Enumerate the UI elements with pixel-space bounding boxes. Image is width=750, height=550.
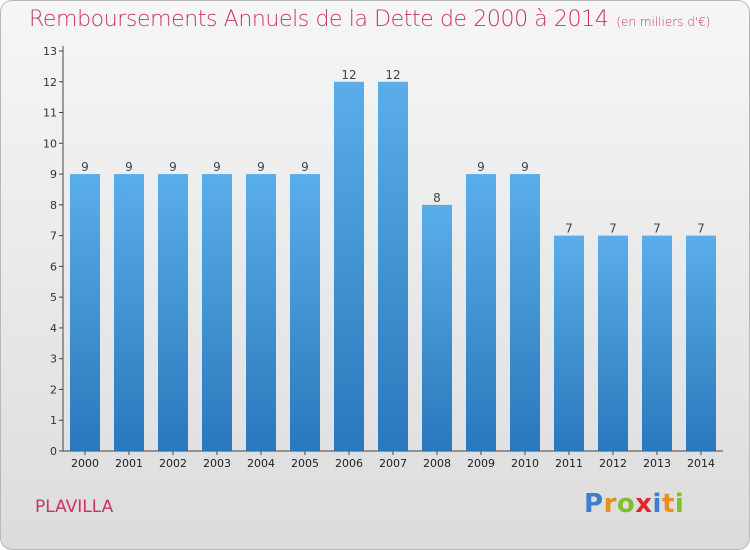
bar: [290, 174, 320, 452]
x-tick-label: 2002: [159, 457, 187, 470]
bar: [158, 174, 188, 452]
logo-letter: i: [674, 489, 685, 519]
data-label: 9: [257, 160, 265, 174]
data-label: 9: [521, 160, 529, 174]
x-tick-label: 2010: [511, 457, 539, 470]
y-tick-label: 4: [50, 322, 57, 335]
bar: [598, 235, 628, 451]
logo-letter: x: [635, 489, 653, 519]
data-label: 12: [341, 68, 356, 82]
bar: [554, 235, 584, 451]
x-tick-label: 2011: [555, 457, 583, 470]
x-tick-label: 2008: [423, 457, 451, 470]
y-tick-label: 11: [43, 107, 57, 120]
x-tick-label: 2000: [71, 457, 99, 470]
bar: [642, 235, 672, 451]
data-label: 9: [213, 160, 221, 174]
y-tick-label: 12: [43, 76, 57, 89]
x-tick-label: 2014: [687, 457, 715, 470]
x-tick-label: 2005: [291, 457, 319, 470]
y-tick-label: 10: [43, 137, 57, 150]
logo-letter: t: [661, 489, 675, 519]
bar: [510, 174, 540, 452]
data-label: 12: [385, 68, 400, 82]
data-label: 7: [653, 222, 661, 236]
x-tick-label: 2009: [467, 457, 495, 470]
commune-name: PLAVILLA: [35, 497, 114, 517]
x-tick-label: 2001: [115, 457, 143, 470]
proxiti-logo: Proxiti: [584, 489, 684, 519]
logo-letter: P: [584, 489, 604, 519]
chart-title: Remboursements Annuels de la Dette de 20…: [29, 7, 710, 32]
bars: [70, 81, 716, 452]
x-tick-label: 2013: [643, 457, 671, 470]
bar: [686, 235, 716, 451]
y-tick-label: 0: [50, 445, 57, 458]
y-tick-label: 13: [43, 45, 57, 58]
data-label: 9: [477, 160, 485, 174]
y-tick-label: 1: [50, 414, 57, 427]
bar: [114, 174, 144, 452]
x-tick-label: 2012: [599, 457, 627, 470]
logo-letter: i: [652, 489, 662, 519]
data-label: 9: [301, 160, 309, 174]
x-tick-label: 2003: [203, 457, 231, 470]
y-tick-label: 8: [50, 199, 57, 212]
bar: [334, 81, 364, 452]
data-label: 7: [565, 222, 573, 236]
y-tick-label: 5: [50, 291, 57, 304]
bar: [246, 174, 276, 452]
y-tick-label: 7: [50, 230, 57, 243]
data-labels: 9 9 9 9 9 9 12 12 8 9 9 7 7 7 7: [81, 68, 705, 236]
y-tick-label: 9: [50, 168, 57, 181]
chart-unit: (en milliers d'€): [616, 15, 711, 29]
bar: [70, 174, 100, 452]
data-label: 7: [609, 222, 617, 236]
bar: [422, 204, 452, 451]
bar: [378, 81, 408, 452]
chart-title-text: Remboursements Annuels de la Dette de 20…: [29, 7, 609, 32]
bar: [466, 174, 496, 452]
logo-letter: o: [616, 489, 636, 519]
data-label: 7: [697, 222, 705, 236]
x-tick-label: 2007: [379, 457, 407, 470]
y-tick-label: 6: [50, 260, 57, 273]
x-tick-label: 2006: [335, 457, 363, 470]
y-tick-label: 2: [50, 383, 57, 396]
x-tick-label: 2004: [247, 457, 275, 470]
data-label: 9: [125, 160, 133, 174]
y-tick-label: 3: [50, 353, 57, 366]
data-label: 8: [433, 191, 441, 205]
data-label: 9: [169, 160, 177, 174]
bar: [202, 174, 232, 452]
data-label: 9: [81, 160, 89, 174]
logo-letter: r: [603, 489, 617, 519]
